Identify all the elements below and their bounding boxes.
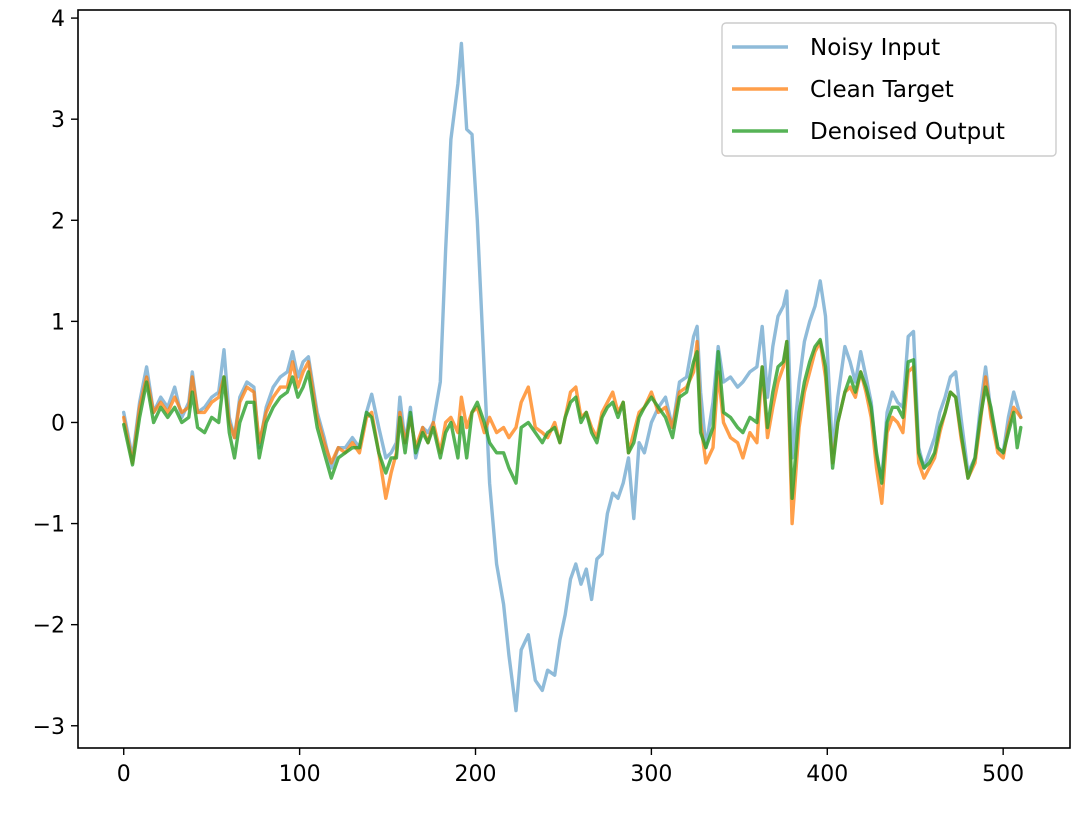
y-tick-label: 3 — [51, 108, 65, 133]
y-tick-label: 0 — [51, 411, 65, 436]
legend-box — [721, 22, 1057, 157]
x-tick-label: 400 — [806, 762, 848, 787]
x-tick-label: 300 — [630, 762, 672, 787]
y-tick-label: 4 — [51, 7, 65, 32]
series-layer — [122, 41, 1023, 713]
y-tick-label: 2 — [51, 209, 65, 234]
y-tick-label: −2 — [33, 614, 65, 639]
x-tick-label: 100 — [279, 762, 321, 787]
legend: Noisy Input Clean Target Denoised Output — [721, 22, 1057, 157]
legend-label: Denoised Output — [810, 119, 1005, 145]
axes-layer: 0 100 200 300 400 500 −3 −2 −1 0 1 2 3 4 — [33, 7, 1071, 787]
x-tick-label: 0 — [117, 762, 131, 787]
x-tick-label: 200 — [455, 762, 497, 787]
y-axis-ticks: −3 −2 −1 0 1 2 3 4 — [33, 7, 78, 740]
legend-label: Clean Target — [810, 77, 954, 103]
y-tick-label: −3 — [33, 715, 65, 740]
y-tick-label: 1 — [51, 310, 65, 335]
legend-label: Noisy Input — [810, 35, 940, 61]
x-tick-label: 500 — [982, 762, 1024, 787]
plot-frame — [77, 9, 1071, 749]
y-tick-label: −1 — [33, 513, 65, 538]
series-line-3 — [122, 337, 1023, 500]
x-axis-ticks: 0 100 200 300 400 500 — [117, 748, 1024, 787]
